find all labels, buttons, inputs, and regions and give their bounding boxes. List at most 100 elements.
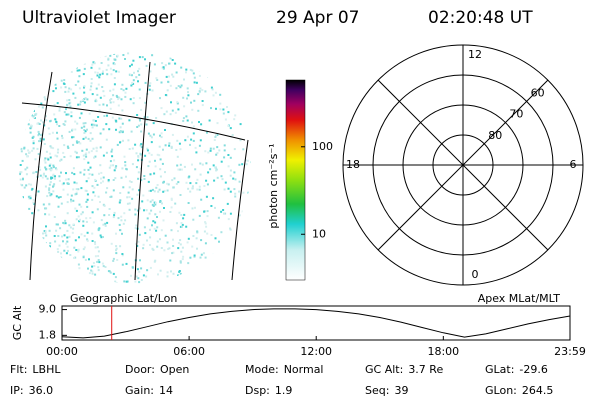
pixel — [171, 282, 174, 284]
pixel — [76, 69, 79, 72]
pixel — [158, 154, 161, 157]
pixel — [182, 120, 185, 122]
pixel — [80, 213, 83, 216]
pixel — [134, 280, 137, 283]
pixel — [121, 254, 124, 257]
pixel — [30, 114, 33, 117]
pixel — [65, 53, 68, 56]
pixel — [37, 190, 40, 193]
pixel — [36, 282, 39, 284]
pixel — [53, 58, 56, 61]
pixel — [85, 220, 88, 223]
pixel — [52, 166, 55, 169]
pixel — [116, 54, 119, 57]
pixel — [227, 218, 230, 221]
pixel — [68, 87, 71, 90]
pixel — [70, 111, 73, 114]
pixel — [90, 150, 93, 153]
pixel — [78, 203, 81, 206]
pixel — [86, 238, 89, 241]
pixel — [151, 247, 154, 250]
pixel — [233, 188, 236, 191]
pixel — [68, 235, 71, 238]
pixel — [172, 238, 174, 241]
pixel — [230, 83, 233, 85]
pixel — [57, 196, 60, 199]
pixel — [105, 68, 108, 71]
pixel — [83, 246, 86, 249]
pixel — [79, 103, 82, 106]
pixel — [113, 159, 116, 162]
date: 29 Apr 07 — [276, 8, 359, 28]
pixel — [211, 59, 214, 62]
pixel — [227, 111, 230, 114]
pixel — [44, 175, 47, 178]
pixel — [201, 89, 204, 92]
pixel — [118, 201, 121, 204]
pixel — [247, 191, 250, 194]
pixel — [245, 229, 247, 232]
pixel — [162, 181, 165, 184]
pixel — [48, 203, 51, 206]
pixel — [132, 59, 135, 62]
pixel — [229, 127, 232, 130]
info-panel: Flt: LBHL Door: Open Mode: Normal GC Alt: 3.7 R… — [10, 363, 553, 397]
pixel — [32, 198, 35, 201]
pixel — [220, 210, 223, 213]
pixel — [70, 269, 73, 272]
pixel — [48, 187, 51, 190]
pixel — [56, 151, 59, 154]
pixel — [204, 256, 207, 259]
info-value: 39 — [394, 384, 408, 397]
pixel — [38, 95, 41, 98]
pixel — [128, 119, 131, 122]
pixel — [175, 149, 178, 151]
pixel — [97, 250, 100, 253]
pixel — [49, 163, 52, 166]
pixel — [83, 277, 85, 280]
info-value: -29.6 — [519, 363, 547, 376]
pixel — [58, 125, 61, 127]
pixel — [61, 183, 64, 186]
pixel — [205, 162, 208, 165]
pixel — [53, 216, 56, 218]
pixel — [83, 234, 86, 237]
pixel — [134, 208, 137, 211]
pixel — [165, 110, 168, 113]
pixel — [42, 138, 45, 141]
pixel — [183, 105, 186, 108]
pixel — [174, 111, 177, 114]
pixel — [99, 146, 102, 149]
pixel — [56, 102, 59, 105]
pixel — [212, 164, 215, 167]
pixel — [27, 149, 30, 152]
pixel — [136, 114, 139, 116]
pixel — [169, 211, 172, 213]
pixel — [198, 53, 201, 56]
pixel — [87, 283, 90, 284]
pixel — [210, 86, 213, 89]
pixel — [91, 63, 94, 66]
x-tick-label: 06:00 — [173, 345, 205, 358]
pixel — [88, 173, 91, 176]
pixel — [30, 183, 32, 186]
pixel — [40, 102, 43, 105]
pixel — [223, 149, 226, 152]
pixel — [204, 90, 207, 93]
pixel — [243, 59, 246, 62]
pixel — [109, 67, 112, 70]
pixel — [50, 168, 53, 171]
pixel — [55, 121, 58, 123]
pixel — [77, 141, 80, 143]
pixel — [28, 197, 31, 200]
pixel — [201, 100, 204, 102]
pixel — [27, 223, 30, 226]
pixel — [213, 139, 216, 141]
pixel — [74, 239, 77, 242]
pixel — [134, 227, 137, 229]
pixel — [87, 177, 90, 180]
x-tick-label: 00:00 — [46, 345, 78, 358]
pixel — [78, 69, 81, 72]
pixel — [44, 242, 47, 245]
pixel — [135, 242, 138, 245]
